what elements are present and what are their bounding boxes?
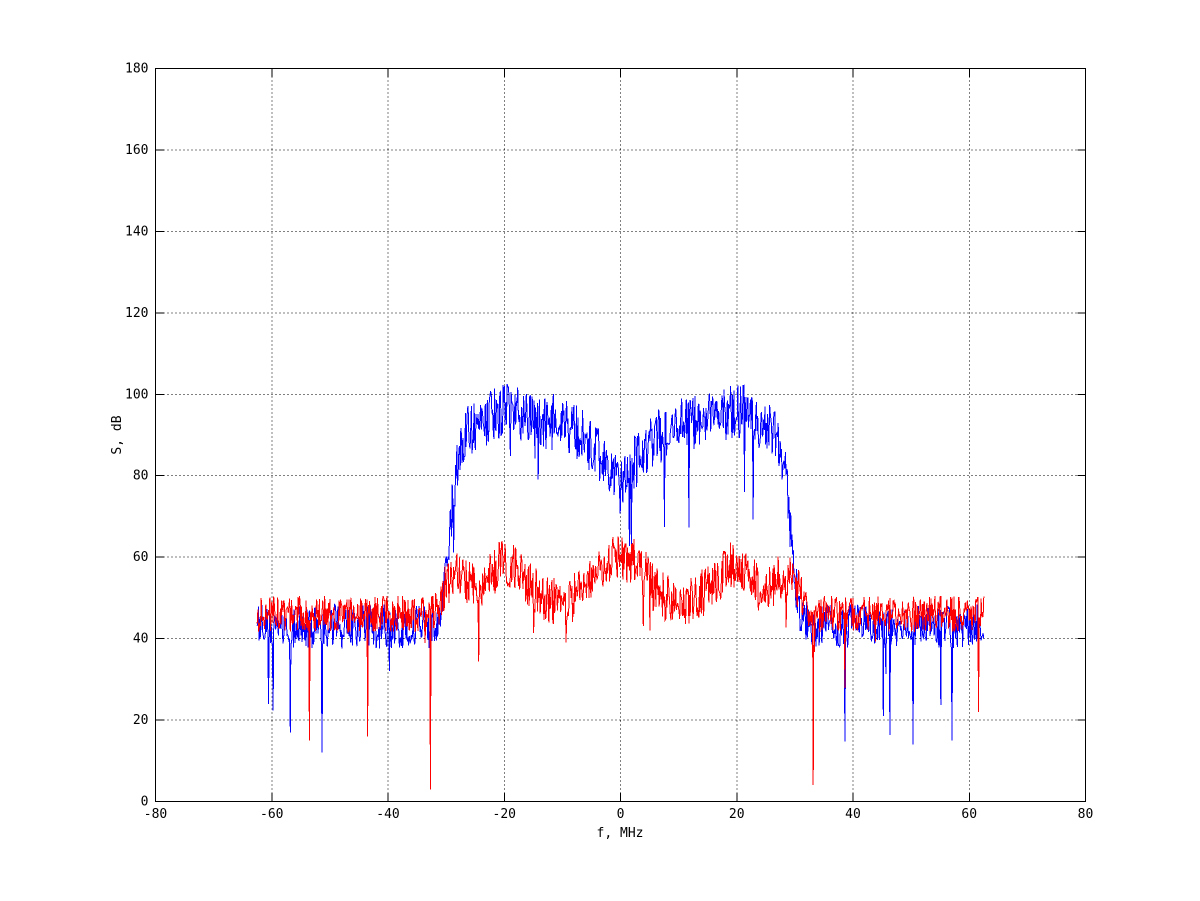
x-tick-label: 0 [617, 807, 625, 822]
y-tick-label: 40 [133, 632, 149, 647]
x-tick-label: -20 [493, 807, 516, 822]
y-tick-label: 60 [133, 550, 149, 565]
x-tick-label: 40 [845, 807, 861, 822]
plot-area-border [155, 68, 1086, 802]
x-tick-label: -80 [144, 807, 167, 822]
y-tick-label: 80 [133, 469, 149, 484]
x-tick-label: 60 [961, 807, 977, 822]
series-line-signal-spectrum [256, 384, 985, 753]
x-tick-label: 80 [1078, 807, 1094, 822]
y-tick-label: 20 [133, 713, 149, 728]
x-tick-label: 20 [729, 807, 745, 822]
axis-ticks [155, 68, 1086, 802]
series-line-noise-interference-spectrum [256, 536, 985, 790]
y-tick-label: 0 [141, 795, 149, 810]
y-tick-label: 100 [125, 387, 148, 402]
axis-labels: f, MHz S, dB -80 -60 -40 -20 0 20 40 60 80 0 20 40 6… [110, 62, 1093, 842]
y-tick-label: 120 [125, 306, 148, 321]
x-tick-label: -60 [260, 807, 283, 822]
y-tick-label: 140 [125, 224, 148, 239]
y-tick-label: 180 [125, 62, 148, 77]
data-series [256, 384, 985, 790]
y-axis-label: S, dB [110, 415, 125, 454]
grid-lines [155, 68, 1086, 802]
x-axis-label: f, MHz [597, 826, 644, 841]
x-tick-label: -40 [376, 807, 399, 822]
y-tick-label: 160 [125, 143, 148, 158]
